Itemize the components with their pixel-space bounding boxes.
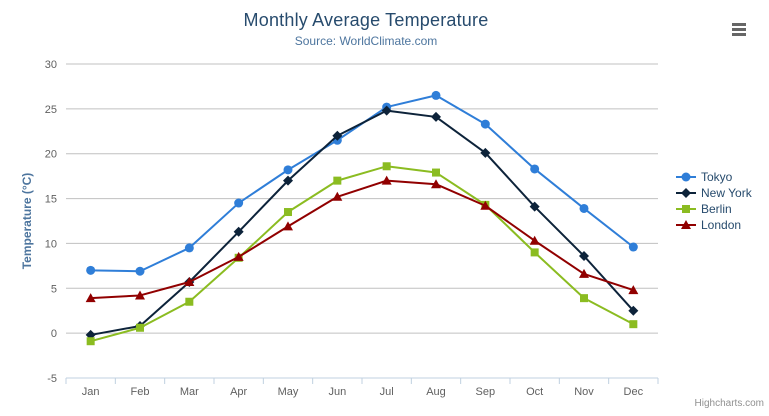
data-point-new-york[interactable]	[579, 250, 589, 261]
data-point-berlin[interactable]	[432, 168, 440, 177]
data-point-london[interactable]	[381, 175, 392, 185]
data-point-berlin[interactable]	[382, 162, 391, 171]
data-point-new-york[interactable]	[431, 111, 441, 122]
data-point-tokyo[interactable]	[135, 266, 145, 276]
data-point-tokyo[interactable]	[283, 165, 293, 175]
data-point-london[interactable]	[529, 235, 540, 245]
legend-marker-diamond-icon	[676, 188, 696, 198]
data-point-london[interactable]	[233, 251, 244, 261]
series-line-berlin	[90, 165, 634, 343]
data-point-london[interactable]	[332, 191, 343, 201]
legend-label: New York	[701, 186, 752, 200]
data-point-berlin[interactable]	[136, 323, 144, 332]
legend-label: London	[701, 218, 742, 232]
data-point-berlin[interactable]	[86, 337, 95, 346]
data-point-london[interactable]	[628, 285, 639, 295]
data-point-new-york[interactable]	[233, 226, 244, 237]
legend-label: Berlin	[701, 202, 732, 216]
credits-link[interactable]: Highcharts.com	[694, 398, 764, 409]
legend-item-tokyo[interactable]: Tokyo	[676, 169, 752, 185]
data-point-london[interactable]	[431, 179, 441, 189]
data-point-tokyo[interactable]	[628, 242, 638, 252]
chart-title: Monthly Average Temperature	[243, 10, 489, 30]
data-point-london[interactable]	[480, 200, 491, 210]
series-line-new-york	[90, 109, 635, 336]
x-axis-tick-label: Jan	[82, 386, 100, 398]
data-point-london[interactable]	[283, 221, 293, 231]
y-axis-tick-label: 25	[45, 104, 57, 116]
data-point-new-york[interactable]	[283, 175, 293, 186]
y-axis-tick-label: 30	[45, 59, 57, 71]
legend-marker-circle-icon	[676, 172, 696, 182]
x-axis-tick-label: Oct	[526, 386, 543, 398]
data-point-berlin[interactable]	[333, 176, 342, 185]
x-axis-tick-label: Jun	[328, 386, 346, 398]
x-axis-tick-label: Feb	[131, 386, 150, 398]
data-point-tokyo[interactable]	[579, 203, 589, 213]
x-axis-tick-label: Apr	[230, 386, 247, 398]
y-axis-title: Temperature (°C)	[20, 172, 34, 270]
x-axis-tick-label: Jul	[380, 386, 394, 398]
y-axis-tick-label: 5	[51, 283, 57, 295]
data-point-berlin[interactable]	[530, 248, 539, 257]
x-axis-tick-label: Sep	[476, 386, 496, 398]
data-point-berlin[interactable]	[580, 294, 588, 303]
data-point-new-york[interactable]	[529, 201, 540, 212]
y-axis-tick-label: 15	[45, 194, 57, 206]
series-line-london	[90, 179, 634, 300]
legend-marker-triangle-icon	[676, 220, 696, 229]
y-axis-tick-label: -5	[47, 373, 57, 385]
data-point-tokyo[interactable]	[530, 164, 540, 174]
data-point-berlin[interactable]	[185, 297, 194, 306]
data-point-berlin[interactable]	[629, 320, 638, 329]
data-point-tokyo[interactable]	[234, 198, 244, 208]
legend-item-london[interactable]: London	[676, 217, 752, 233]
x-axis-tick-label: Aug	[426, 386, 446, 398]
data-point-tokyo[interactable]	[184, 243, 194, 253]
data-point-london[interactable]	[135, 290, 145, 300]
legend-marker-square-icon	[676, 205, 696, 213]
x-axis-tick-label: Nov	[574, 386, 594, 398]
data-point-new-york[interactable]	[332, 130, 343, 141]
legend-label: Tokyo	[701, 170, 733, 184]
hamburger-icon	[732, 22, 746, 36]
x-axis-tick-label: Dec	[624, 386, 644, 398]
data-point-new-york[interactable]	[628, 305, 639, 316]
data-point-tokyo[interactable]	[480, 119, 490, 129]
data-point-berlin[interactable]	[284, 208, 292, 217]
data-point-london[interactable]	[85, 293, 96, 303]
y-axis-tick-label: 20	[45, 149, 57, 161]
data-point-london[interactable]	[184, 277, 195, 287]
y-axis-tick-label: 0	[51, 328, 57, 340]
x-axis-tick-label: May	[278, 386, 299, 398]
series-line-tokyo	[90, 94, 634, 273]
chart-subtitle: Source: WorldClimate.com	[294, 34, 438, 48]
data-point-tokyo[interactable]	[431, 90, 441, 100]
data-point-london[interactable]	[579, 268, 589, 278]
data-point-new-york[interactable]	[480, 147, 491, 158]
data-point-new-york[interactable]	[381, 105, 392, 116]
data-point-tokyo[interactable]	[86, 265, 96, 275]
legend-item-new-york[interactable]: New York	[676, 185, 752, 201]
x-axis-tick-label: Mar	[180, 386, 199, 398]
legend-item-berlin[interactable]: Berlin	[676, 201, 752, 217]
y-axis-tick-label: 10	[45, 238, 57, 250]
export-menu-button[interactable]	[729, 19, 749, 39]
legend: Tokyo New York Berlin London	[676, 169, 752, 233]
